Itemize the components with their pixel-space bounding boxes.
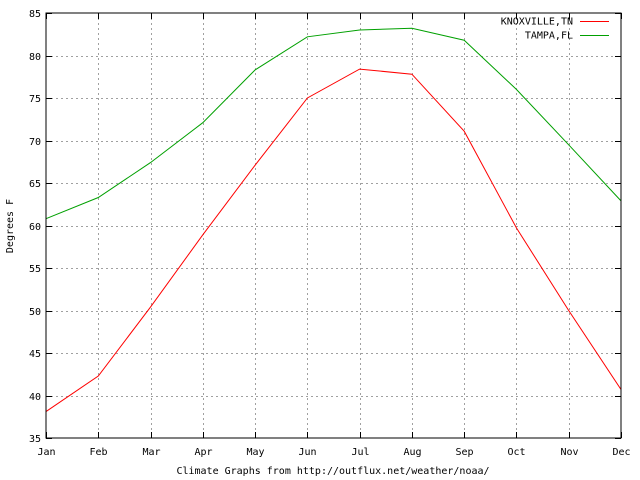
x-tick-label: Sep: [455, 447, 473, 458]
x-tick-label: Jan: [37, 447, 55, 458]
plot-frame: [45, 12, 622, 439]
y-tick-label: 70: [29, 137, 41, 148]
series-line-1: [45, 27, 622, 220]
x-axis-label: Climate Graphs from http://outflux.net/w…: [176, 466, 489, 477]
x-axis-ticks: Jan Feb Mar Apr May Jun Jul Aug Sep Oct Nov Dec: [37, 13, 631, 458]
series-line-0: [45, 68, 622, 413]
y-axis-ticks: 35 40 45 50 55 60 65 70 75 80 85: [29, 9, 621, 445]
y-tick-label: 40: [29, 392, 41, 403]
y-tick-label: 35: [29, 434, 41, 445]
x-tick-label: Feb: [89, 447, 107, 458]
x-tick-label: Mar: [142, 447, 160, 458]
x-tick-label: Oct: [507, 447, 525, 458]
grid: [46, 13, 621, 438]
x-tick-label: Aug: [403, 447, 421, 458]
y-tick-label: 60: [29, 222, 41, 233]
x-tick-label: Jun: [298, 447, 316, 458]
x-tick-label: Apr: [194, 447, 212, 458]
legend: KNOXVILLE,TN TAMPA,FL: [501, 17, 609, 42]
y-tick-label: 50: [29, 307, 41, 318]
y-tick-label: 75: [29, 94, 41, 105]
x-tick-label: Jul: [351, 447, 369, 458]
x-tick-label: Dec: [612, 447, 630, 458]
y-tick-label: 80: [29, 52, 41, 63]
y-tick-label: 45: [29, 349, 41, 360]
y-tick-label: 55: [29, 264, 41, 275]
x-tick-label: Nov: [560, 447, 578, 458]
y-tick-label: 85: [29, 9, 41, 20]
y-axis-label: Degrees F: [5, 199, 16, 253]
legend-label: TAMPA,FL: [525, 31, 573, 42]
x-tick-label: May: [246, 447, 264, 458]
series-group: [45, 27, 622, 413]
y-tick-label: 65: [29, 179, 41, 190]
legend-label: KNOXVILLE,TN: [501, 17, 573, 28]
